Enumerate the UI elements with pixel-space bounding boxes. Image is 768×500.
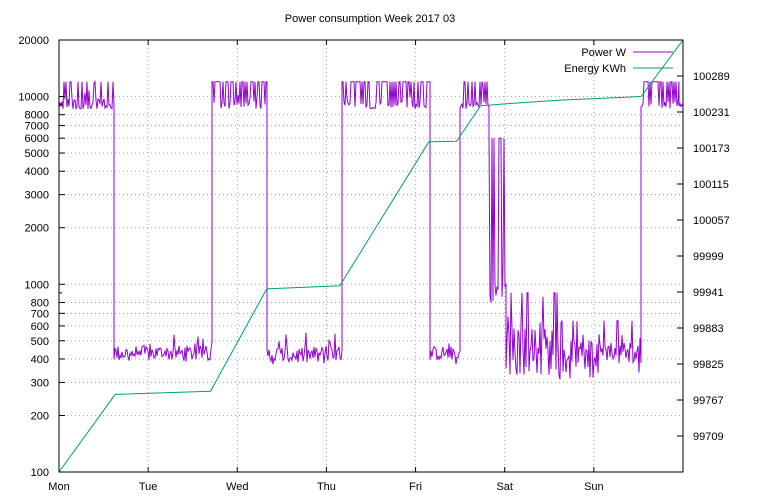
chart-title: Power consumption Week 2017 03 bbox=[285, 13, 455, 25]
legend-label: Power W bbox=[581, 47, 626, 59]
series-group bbox=[58, 39, 684, 473]
y-right-tick-label: 99999 bbox=[693, 251, 724, 263]
y-right-tick-label: 99709 bbox=[693, 431, 724, 443]
y-right-tick-label: 100173 bbox=[693, 143, 730, 155]
y-right-tick-label: 99941 bbox=[693, 287, 724, 299]
grid-lines bbox=[59, 40, 683, 472]
y-left-tick-label: 2000 bbox=[25, 223, 49, 235]
y-left-tick-label: 4000 bbox=[25, 166, 49, 178]
y-left-tick-label: 3000 bbox=[25, 190, 49, 202]
y-left-tick-label: 500 bbox=[31, 336, 49, 348]
x-tick-label: Mon bbox=[48, 481, 69, 493]
y-left-tick-label: 6000 bbox=[25, 133, 49, 145]
y-right-tick-label: 100289 bbox=[693, 71, 730, 83]
y-left-tick-label: 800 bbox=[31, 297, 49, 309]
axis-ticks: Mon Tue Wed Thu Fri Sat Sun1002003004005006007… bbox=[18, 35, 729, 493]
y-left-tick-label: 100 bbox=[31, 467, 49, 479]
x-tick-label: Fri bbox=[409, 481, 422, 493]
legend: Power W Energy KWh bbox=[564, 47, 673, 75]
x-tick-label: Sun bbox=[584, 481, 604, 493]
y-right-tick-label: 99883 bbox=[693, 323, 724, 335]
plot-frame bbox=[58, 39, 684, 473]
legend-label: Energy KWh bbox=[564, 63, 626, 75]
y-left-tick-label: 700 bbox=[31, 308, 49, 320]
energy-kwh-line bbox=[58, 39, 684, 473]
x-tick-label: Sat bbox=[496, 481, 513, 493]
y-left-tick-label: 600 bbox=[31, 321, 49, 333]
y-left-tick-label: 8000 bbox=[25, 110, 49, 122]
x-tick-label: Wed bbox=[226, 481, 248, 493]
y-right-tick-label: 100115 bbox=[693, 179, 729, 191]
y-left-tick-label: 20000 bbox=[18, 35, 49, 47]
y-left-tick-label: 300 bbox=[31, 377, 49, 389]
power-w-line bbox=[58, 80, 684, 380]
y-left-tick-label: 10000 bbox=[18, 92, 49, 104]
y-left-tick-label: 200 bbox=[31, 410, 49, 422]
y-right-tick-label: 100057 bbox=[693, 215, 730, 227]
y-left-tick-label: 400 bbox=[31, 354, 49, 366]
y-right-tick-label: 99825 bbox=[693, 359, 724, 371]
y-right-tick-label: 99767 bbox=[693, 395, 724, 407]
x-tick-label: Thu bbox=[317, 481, 336, 493]
y-right-tick-label: 100231 bbox=[693, 107, 730, 119]
y-left-tick-label: 7000 bbox=[25, 121, 49, 133]
y-left-tick-label: 1000 bbox=[25, 279, 49, 291]
x-tick-label: Tue bbox=[139, 481, 158, 493]
y-left-tick-label: 5000 bbox=[25, 148, 49, 160]
